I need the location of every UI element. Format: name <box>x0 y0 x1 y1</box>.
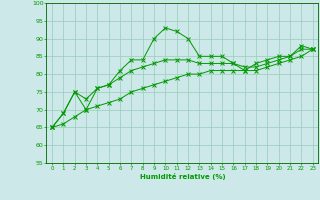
X-axis label: Humidité relative (%): Humidité relative (%) <box>140 173 225 180</box>
